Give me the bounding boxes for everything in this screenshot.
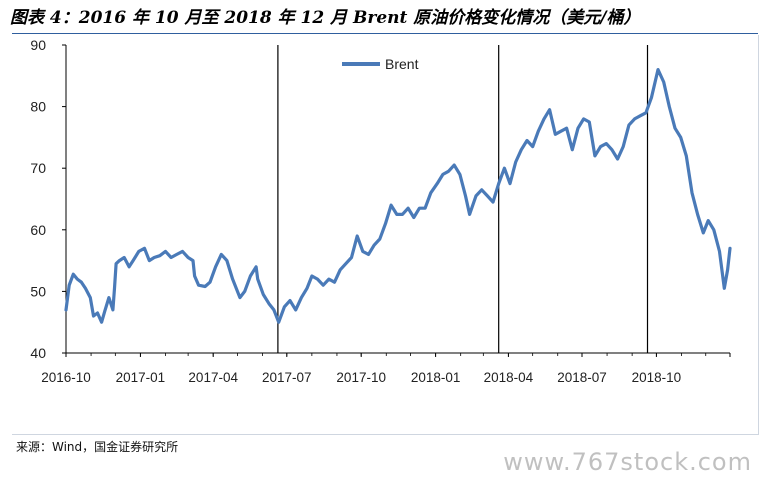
y-tick-label: 90 bbox=[30, 37, 46, 53]
legend-label-brent: Brent bbox=[385, 56, 419, 72]
x-tick-label: 2017-04 bbox=[188, 370, 238, 385]
series-line-brent bbox=[64, 68, 732, 324]
source-note: 来源：Wind，国金证券研究所 bbox=[16, 440, 179, 454]
x-tick-label: 2017-01 bbox=[116, 370, 166, 385]
legend: Brent bbox=[342, 56, 419, 72]
series-layer bbox=[64, 68, 732, 324]
axes: 40 50 60 70 80 90 2016-10 2017-01 2017-04 2017-07… bbox=[30, 37, 731, 385]
x-tick-label: 2018-01 bbox=[411, 370, 461, 385]
chart-frame bbox=[12, 35, 759, 435]
x-tick-label: 2016-10 bbox=[41, 370, 91, 385]
chart-title: 图表 4：2016 年 10 月至 2018 年 12 月 Brent 原油价格… bbox=[10, 8, 641, 28]
x-tick-label: 2018-07 bbox=[557, 370, 607, 385]
y-tick-label: 60 bbox=[30, 222, 46, 238]
x-tick-label: 2018-10 bbox=[632, 370, 682, 385]
watermark: www.767stock.com bbox=[503, 448, 752, 476]
title-rule bbox=[12, 33, 758, 34]
event-vertical-lines bbox=[277, 45, 649, 353]
x-tick-label: 2017-07 bbox=[262, 370, 312, 385]
y-tick-label: 80 bbox=[30, 99, 46, 115]
y-tick-label: 40 bbox=[30, 345, 46, 361]
x-tick-label: 2017-10 bbox=[336, 370, 386, 385]
y-tick-label: 50 bbox=[30, 283, 46, 299]
x-tick-label: 2018-04 bbox=[484, 370, 534, 385]
y-tick-label: 70 bbox=[30, 160, 46, 176]
